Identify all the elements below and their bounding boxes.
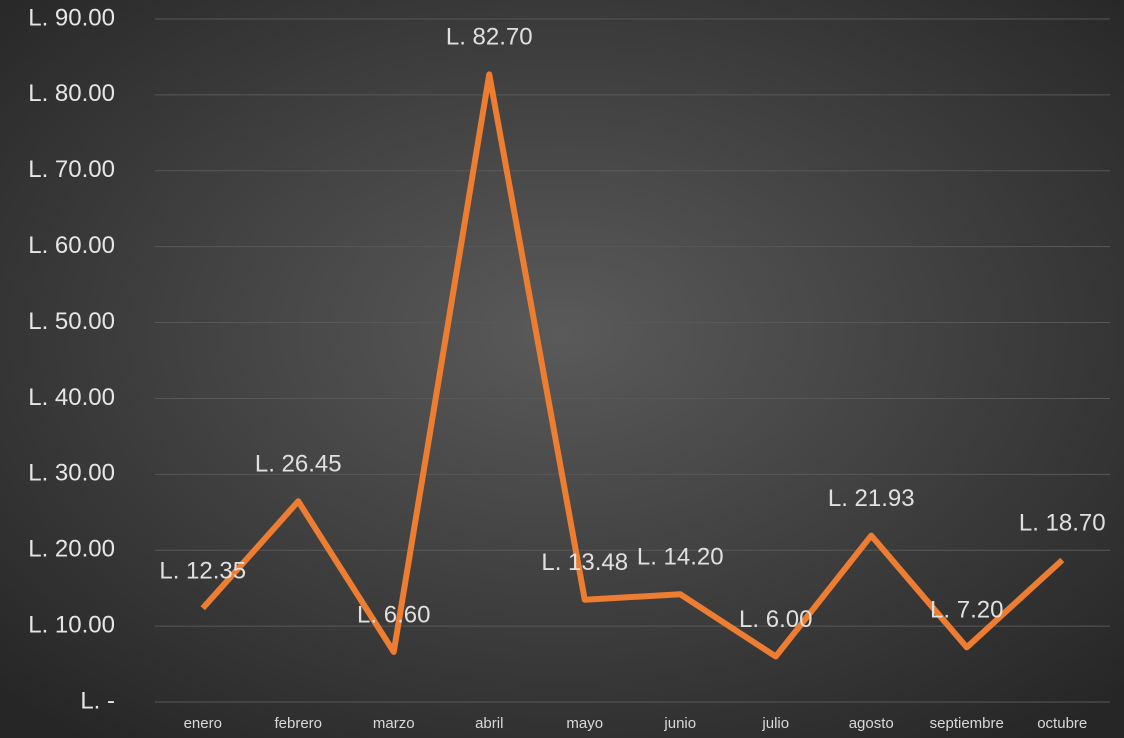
data-label: L. 12.35 — [159, 558, 246, 585]
y-tick-label: L. 30.00 — [28, 460, 115, 487]
data-label: L. 7.20 — [930, 597, 1003, 624]
data-label: L. 21.93 — [828, 485, 915, 512]
x-tick-label: octubre — [1037, 715, 1087, 732]
y-tick-label: L. 80.00 — [28, 80, 115, 107]
data-label: L. 6.60 — [357, 601, 430, 628]
y-tick-label: L. 10.00 — [28, 611, 115, 638]
data-label: L. 82.70 — [446, 24, 533, 51]
data-label: L. 13.48 — [541, 549, 628, 576]
x-tick-label: julio — [761, 715, 789, 732]
x-tick-label: mayo — [566, 715, 603, 732]
x-tick-label: enero — [184, 715, 222, 732]
x-tick-label: abril — [475, 715, 503, 732]
y-tick-label: L. 70.00 — [28, 156, 115, 183]
y-tick-label: L. 20.00 — [28, 536, 115, 563]
data-label: L. 18.70 — [1019, 509, 1106, 536]
y-tick-label: L. 60.00 — [28, 232, 115, 259]
data-label: L. 26.45 — [255, 451, 342, 478]
y-tick-label: L. - — [80, 687, 115, 714]
x-tick-label: septiembre — [930, 715, 1004, 732]
line — [200, 71, 1065, 660]
x-tick-label: febrero — [274, 715, 322, 732]
x-tick-label: junio — [663, 715, 696, 732]
x-tick-label: marzo — [373, 715, 415, 732]
data-label: L. 6.00 — [739, 606, 812, 633]
data-label: L. 14.20 — [637, 544, 724, 571]
y-tick-label: L. 50.00 — [28, 308, 115, 335]
y-tick-label: L. 90.00 — [28, 4, 115, 31]
x-tick-label: agosto — [849, 715, 894, 732]
y-tick-label: L. 40.00 — [28, 384, 115, 411]
